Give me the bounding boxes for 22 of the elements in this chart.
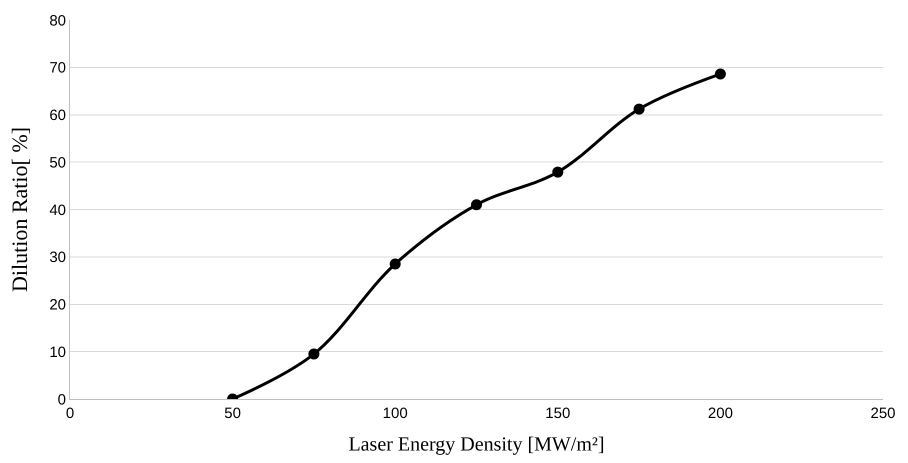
y-tick-label: 50 — [49, 154, 66, 172]
x-axis-title: Laser Energy Density [MW/m²] — [348, 434, 605, 456]
point — [552, 166, 564, 178]
y-axis-title: Dilution Ratio[ %] — [7, 127, 32, 292]
x-tick-label: 250 — [870, 405, 896, 422]
y-tick-label: 40 — [49, 202, 66, 219]
y-tick-label: 80 — [49, 12, 66, 30]
x-tick-label: 200 — [708, 405, 733, 422]
point — [471, 199, 482, 210]
y-tick-label: 60 — [49, 107, 66, 124]
x-tick-label: 100 — [382, 405, 408, 422]
y-tick-label: 0 — [58, 391, 66, 408]
point — [634, 104, 645, 115]
point — [390, 258, 401, 270]
x-tick-label: 150 — [545, 405, 570, 422]
y-tick-label: 20 — [49, 296, 66, 314]
point — [308, 348, 320, 360]
x-tick-label: 50 — [224, 405, 241, 422]
y-tick-label: 30 — [49, 249, 66, 266]
point — [714, 68, 726, 80]
y-tick-label: 70 — [49, 60, 66, 77]
y-tick-label: 10 — [49, 344, 66, 361]
